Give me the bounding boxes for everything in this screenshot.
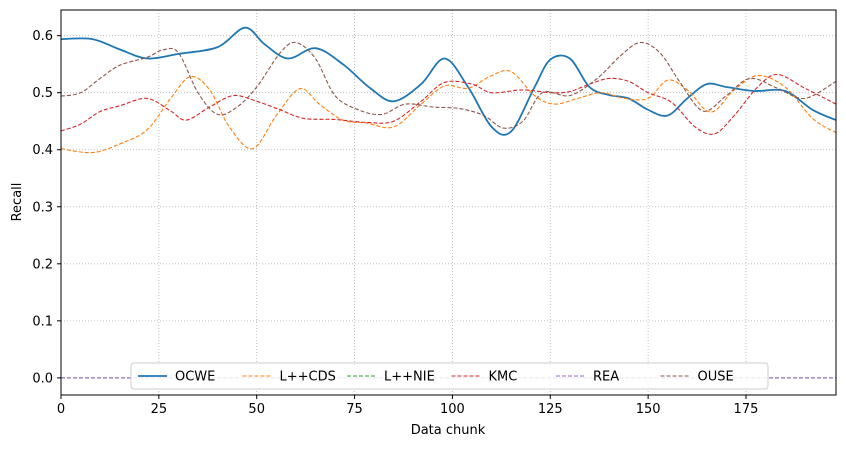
y-tick-label: 0.5 bbox=[32, 86, 53, 101]
y-tick-label: 0.0 bbox=[32, 371, 53, 386]
x-tick-label: 75 bbox=[346, 402, 363, 417]
series-line-ouse bbox=[60, 41, 837, 129]
x-tick-label: 175 bbox=[734, 402, 759, 417]
series-line-kmc bbox=[60, 73, 837, 135]
x-tick-label: 25 bbox=[151, 402, 168, 417]
x-tick-label: 125 bbox=[538, 402, 563, 417]
y-tick-label: 0.6 bbox=[32, 29, 53, 44]
legend-label: REA bbox=[593, 370, 619, 385]
y-tick-label: 0.4 bbox=[32, 143, 53, 158]
legend-label: L++CDS bbox=[280, 370, 336, 385]
x-axis-label: Data chunk bbox=[411, 423, 486, 438]
y-tick-label: 0.2 bbox=[32, 257, 53, 272]
x-axis-ticks: 0 25 50 75 100 125 150 175 bbox=[57, 395, 759, 417]
legend-label: L++NIE bbox=[384, 370, 435, 385]
legend-label: OUSE bbox=[698, 370, 734, 385]
y-tick-label: 0.3 bbox=[32, 200, 53, 215]
plot-frame bbox=[60, 9, 837, 396]
series-line-l-cds bbox=[60, 69, 837, 154]
legend-box bbox=[130, 362, 769, 390]
legend-label: KMC bbox=[489, 370, 518, 385]
y-tick-label: 0.1 bbox=[32, 314, 53, 329]
x-tick-label: 150 bbox=[636, 402, 661, 417]
legend-label: OCWE bbox=[175, 370, 215, 385]
y-axis-ticks: 0.0 0.1 0.2 0.3 0.4 0.5 0.6 bbox=[32, 29, 61, 386]
y-axis-label: Recall bbox=[10, 183, 25, 222]
series-line-ocwe bbox=[60, 26, 837, 136]
x-tick-label: 0 bbox=[57, 402, 65, 417]
legend: OCWE L++CDS L++NIE KMC REA OUSE bbox=[130, 362, 769, 390]
x-tick-label: 50 bbox=[248, 402, 265, 417]
x-tick-label: 100 bbox=[440, 402, 465, 417]
